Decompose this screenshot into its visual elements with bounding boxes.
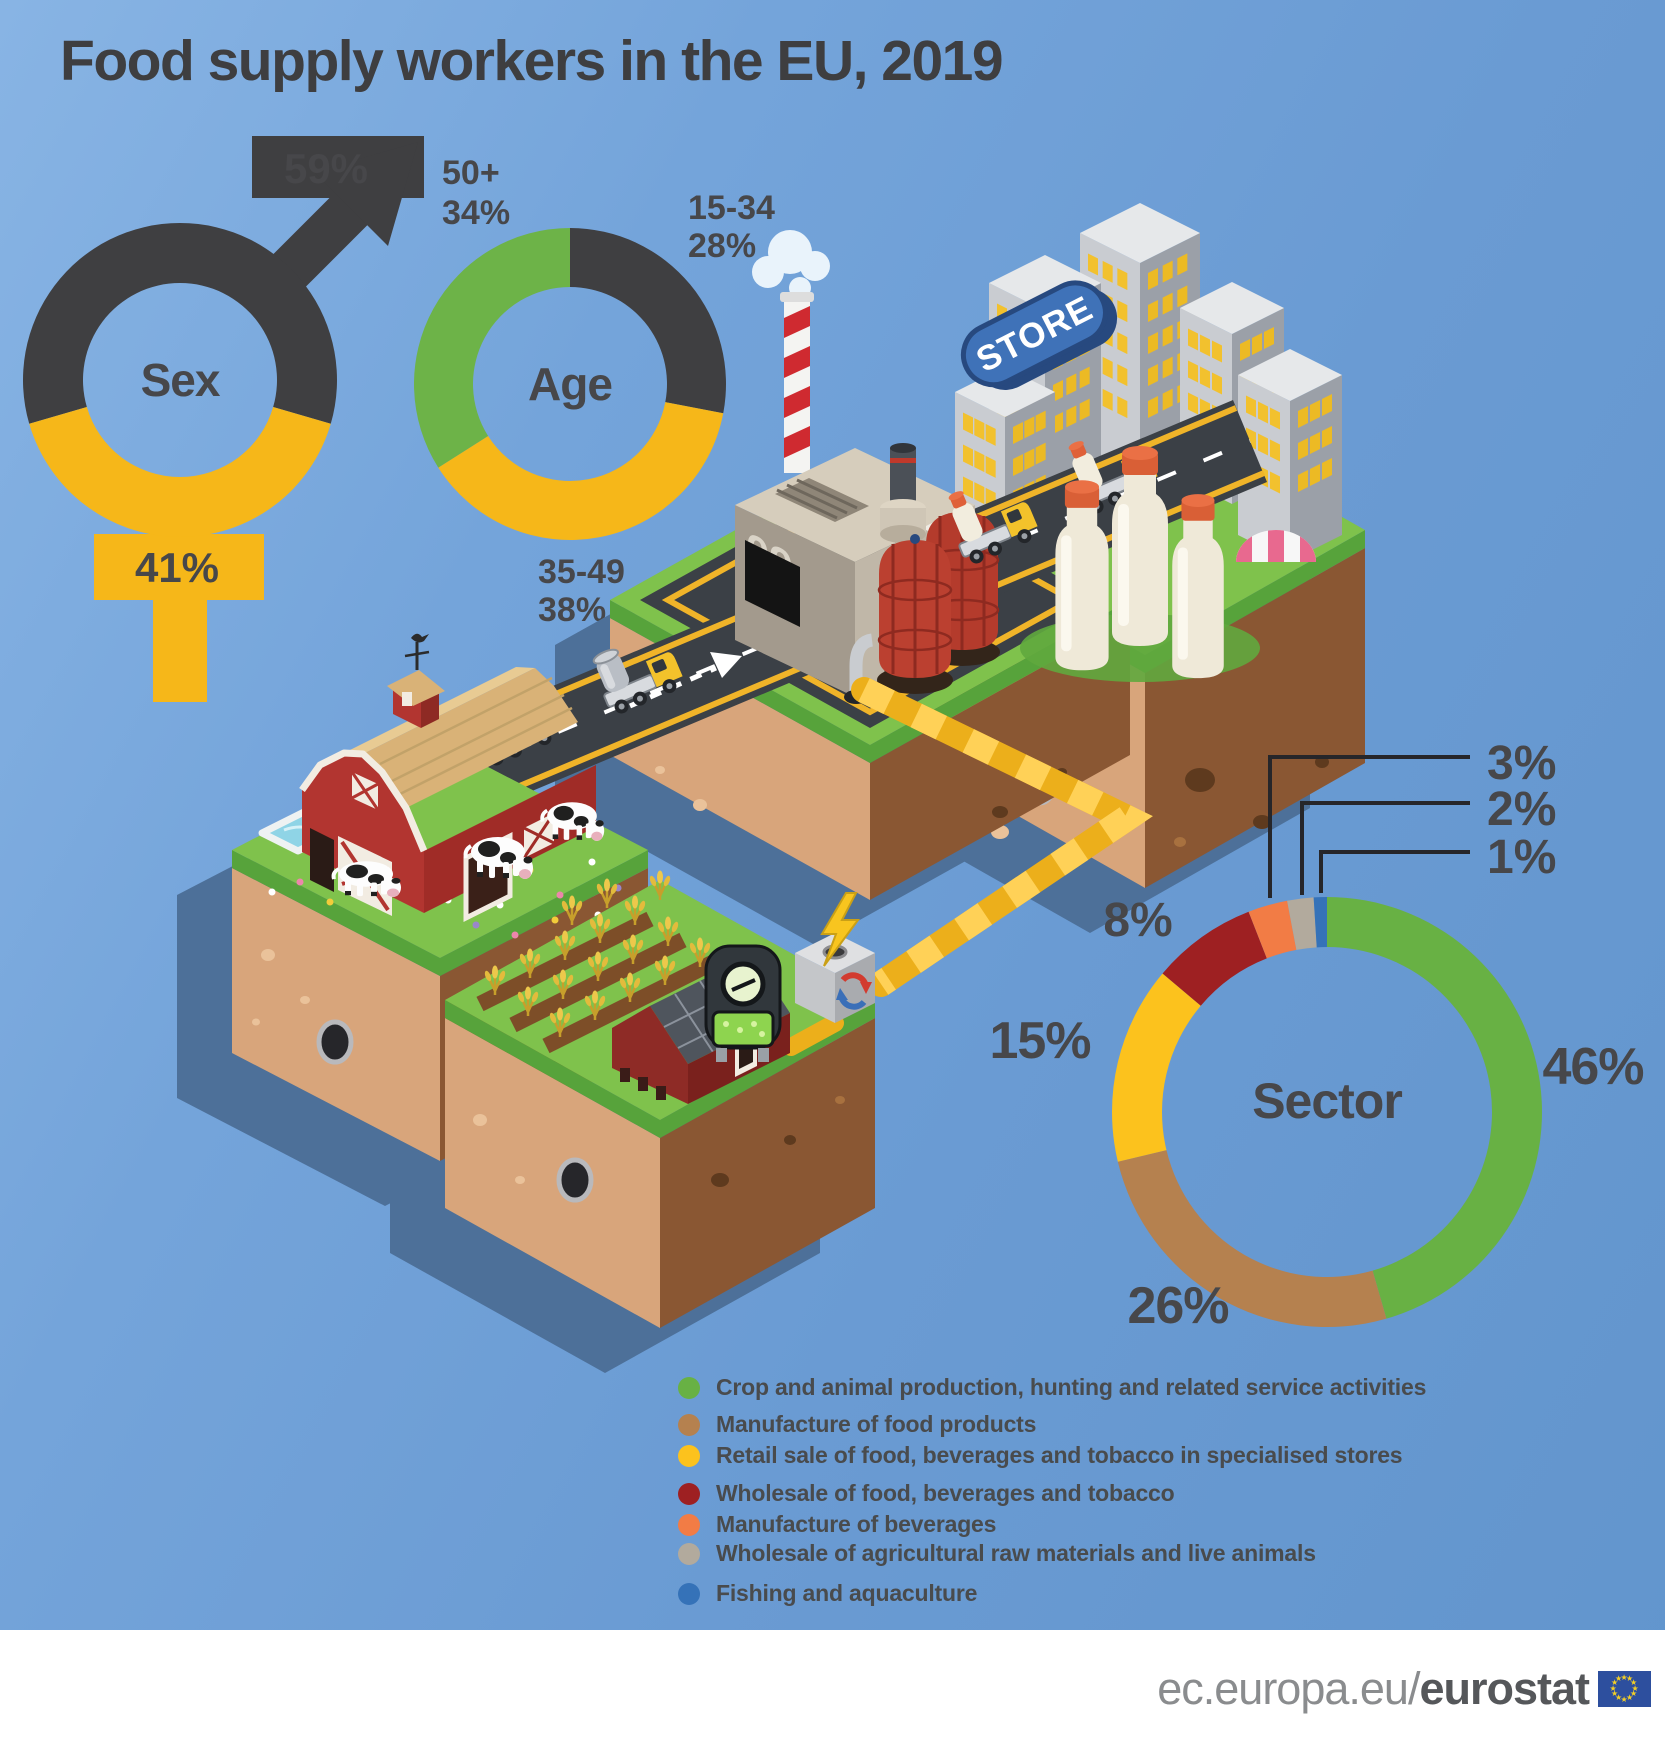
sex-symbol-chart: 59% 41% Sex (23, 136, 424, 702)
age-1534-value: 28% (688, 227, 756, 265)
silo-icon (877, 534, 953, 694)
legend-label: Fishing and aquaculture (716, 1580, 978, 1606)
male-share-label: 59% (284, 145, 368, 192)
eu-star-icon: ★ (1620, 1694, 1628, 1704)
eu-star-icon: ★ (1630, 1689, 1638, 1698)
sector-legend: Crop and animal production, hunting and … (678, 1372, 1426, 1609)
legend-label: Wholesale of agricultural raw materials … (716, 1540, 1316, 1566)
lightning-icon (820, 892, 860, 967)
factory-building: 09 (735, 230, 1000, 704)
age-50plus-value: 34% (442, 194, 510, 232)
footer-url-bold: eurostat (1419, 1663, 1590, 1714)
age-1534-label: 15-34 (688, 189, 775, 227)
sector-value-1: 1% (1487, 831, 1556, 884)
eu-star-icon: ★ (1609, 1683, 1617, 1693)
sector-value-15: 15% (989, 1012, 1090, 1070)
sex-ring (23, 223, 337, 537)
legend-dot-icon (678, 1413, 700, 1436)
legend-dot-icon (678, 1582, 700, 1605)
recycle-cube-icon (795, 892, 875, 1023)
striped-chimney-icon (780, 292, 814, 473)
female-share-label: 41% (135, 544, 219, 591)
eu-star-icon: ★ (1615, 1673, 1623, 1683)
legend-item: Manufacture of food products (678, 1409, 1426, 1440)
pipe-hole-icon (556, 1157, 594, 1203)
age-chart-title: Age (528, 358, 612, 410)
sector-ring (1112, 897, 1543, 1328)
legend-label: Wholesale of food, beverages and tobacco (716, 1480, 1175, 1506)
legend-dot-icon (678, 1513, 700, 1536)
legend-item: Manufacture of beverages (678, 1509, 1426, 1540)
age-3549-label: 35-49 (538, 553, 625, 591)
age-ring (414, 228, 726, 541)
milk-bottles-icon (1020, 446, 1260, 682)
legend-item: Retail sale of food, beverages and tobac… (678, 1440, 1426, 1471)
age-3549-value: 38% (538, 591, 606, 629)
legend-dot-icon (678, 1376, 700, 1399)
sector-value-8: 8% (1103, 894, 1172, 947)
legend-dot-icon (678, 1482, 700, 1505)
legend-label: Crop and animal production, hunting and … (716, 1374, 1427, 1400)
female-cross-bar (94, 534, 264, 600)
roof-vent (775, 478, 869, 522)
legend-label: Retail sale of food, beverages and tobac… (716, 1442, 1403, 1468)
eu-star-icon: ★ (1630, 1678, 1638, 1687)
sector-value-26: 26% (1127, 1277, 1228, 1335)
sector-donut-chart: Sector 46% 26% 15% 8% 3% 2% 1% (989, 737, 1644, 1335)
eu-flag-icon: ★ ★ ★ ★ ★ ★ ★ ★ ★ ★ ★ ★ (1598, 1671, 1651, 1707)
pipe-hole-icon (316, 1019, 354, 1065)
footer: ec.europa.eu/eurostat ★ ★ ★ ★ ★ ★ ★ ★ ★ ★ ★ ★ (0, 1630, 1665, 1748)
eu-star-icon: ★ (1615, 1693, 1623, 1703)
supply-chain-illustration: STORE (177, 203, 1365, 1373)
sector-chart-title: Sector (1252, 1073, 1402, 1129)
age-50plus-label: 50+ (442, 154, 500, 192)
weathervane-icon (404, 633, 430, 670)
sector-callout-lines (1268, 755, 1470, 898)
legend-label: Manufacture of beverages (716, 1511, 997, 1537)
legend-dot-icon (678, 1444, 700, 1467)
eu-star-icon: ★ (1620, 1672, 1628, 1682)
eu-star-icon: ★ (1631, 1683, 1639, 1693)
factory-door (745, 540, 800, 627)
eu-star-icon: ★ (1626, 1693, 1634, 1703)
age-donut-chart: Age 50+ 34% 15-34 28% 35-49 38% (414, 154, 775, 629)
eu-star-icon: ★ (1610, 1678, 1619, 1687)
page-title: Food supply workers in the EU, 2019 (60, 29, 1004, 93)
legend-item: Fishing and aquaculture (678, 1578, 1426, 1609)
male-arrow-head (314, 142, 418, 246)
wheat-field (476, 869, 720, 1054)
legend-item: Wholesale of agricultural raw materials … (678, 1538, 1426, 1569)
footer-url: ec.europa.eu/eurostat (1157, 1663, 1590, 1715)
legend-dot-icon (678, 1542, 700, 1565)
sector-value-2: 2% (1487, 783, 1556, 836)
sector-value-3: 3% (1487, 737, 1556, 790)
pipeline (782, 677, 1153, 1056)
energy-meter-icon (704, 944, 782, 1062)
cupola-icon (387, 633, 445, 728)
legend-item: Wholesale of food, beverages and tobacco (678, 1478, 1426, 1509)
eu-star-icon: ★ (1610, 1689, 1619, 1698)
sex-chart-title: Sex (141, 354, 221, 406)
legend-label: Manufacture of food products (716, 1411, 1037, 1437)
footer-url-prefix: ec.europa.eu/ (1157, 1663, 1420, 1714)
legend-item: Crop and animal production, hunting and … (678, 1372, 1426, 1403)
sector-value-46: 46% (1542, 1038, 1643, 1096)
eu-star-icon: ★ (1626, 1673, 1634, 1683)
